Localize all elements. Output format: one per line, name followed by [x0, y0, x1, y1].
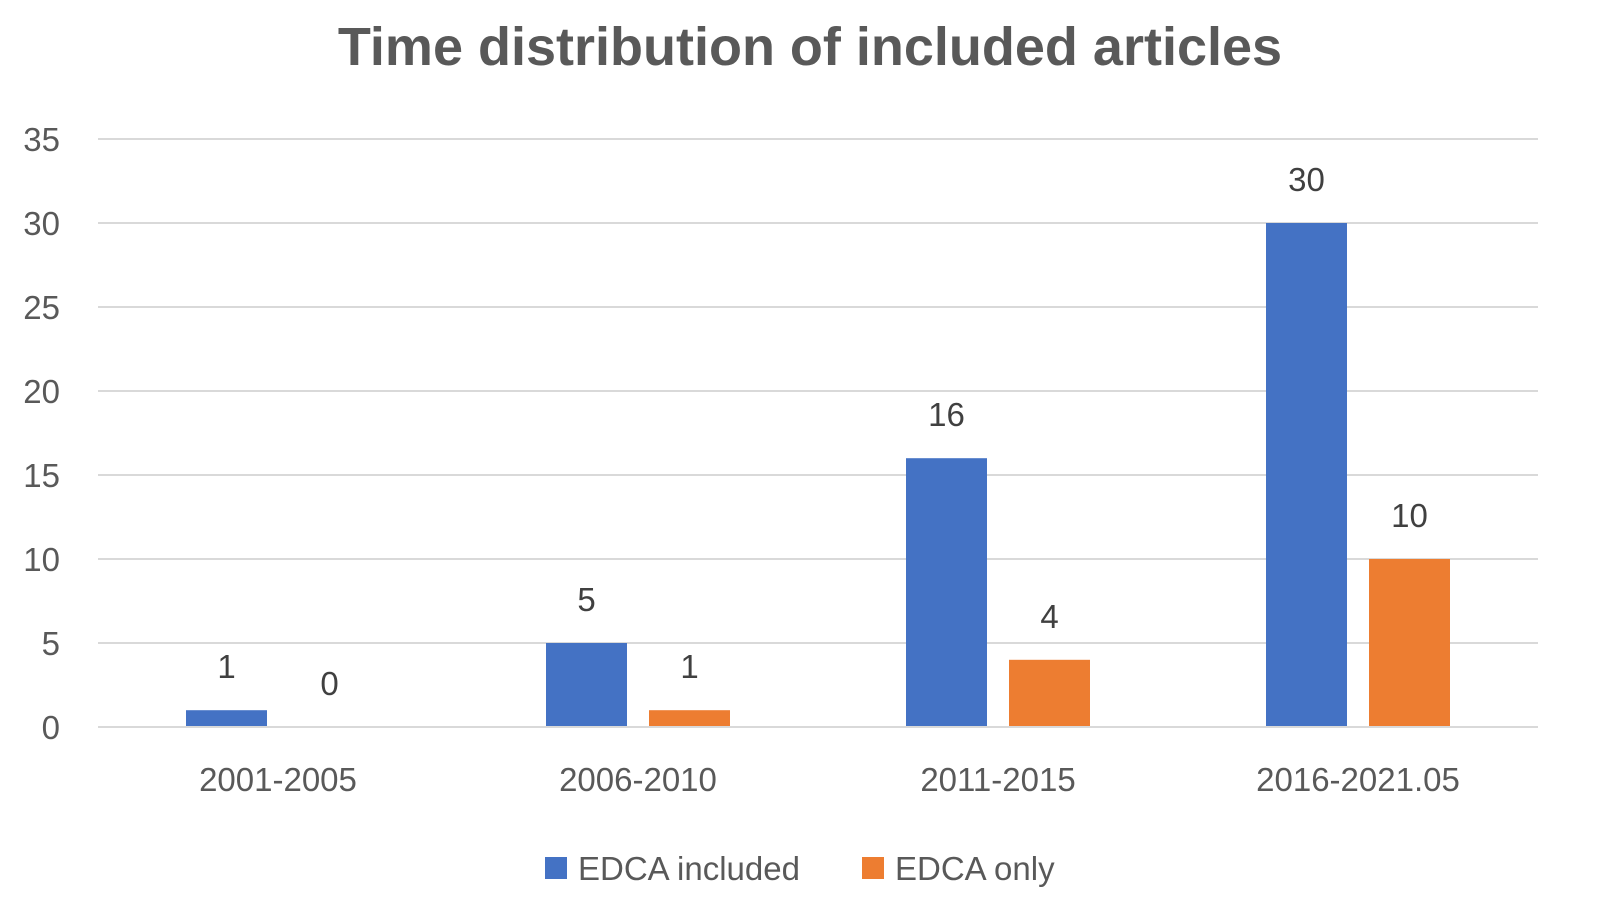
bar-edca-only	[1009, 659, 1090, 727]
data-label: 4	[1040, 598, 1058, 635]
x-tick-label: 2006-2010	[559, 761, 717, 798]
data-label: 0	[320, 665, 338, 702]
bar-edca-included	[906, 458, 987, 727]
bar-edca-only	[649, 710, 730, 727]
bar-edca-included	[1266, 223, 1347, 727]
data-label: 10	[1391, 497, 1428, 534]
y-tick-label: 30	[23, 205, 60, 242]
legend-swatch	[545, 857, 567, 879]
bar-edca-included	[546, 643, 627, 727]
legend-label: EDCA only	[895, 850, 1055, 887]
chart-title: Time distribution of included articles	[338, 17, 1282, 77]
y-tick-label: 5	[42, 625, 60, 662]
y-tick-label: 15	[23, 457, 60, 494]
x-tick-label: 2001-2005	[199, 761, 357, 798]
y-tick-label: 25	[23, 289, 60, 326]
legend-swatch	[862, 857, 884, 879]
bar-edca-only	[1369, 559, 1450, 727]
y-tick-label: 35	[23, 121, 60, 158]
data-label: 16	[928, 396, 965, 433]
y-tick-label: 20	[23, 373, 60, 410]
data-label: 1	[217, 648, 235, 685]
y-tick-label: 10	[23, 541, 60, 578]
gridlines	[98, 138, 1538, 728]
x-tick-label: 2011-2015	[920, 761, 1075, 798]
data-label: 1	[680, 648, 698, 685]
x-tick-label: 2016-2021.05	[1256, 761, 1460, 798]
y-axis: 0 5 10 15 20 25 30 35	[23, 121, 60, 746]
y-tick-label: 0	[42, 709, 60, 746]
bars	[186, 223, 1450, 727]
legend-label: EDCA included	[578, 850, 800, 887]
x-axis: 2001-2005 2006-2010 2011-2015 2016-2021.05	[98, 726, 1538, 798]
bar-edca-included	[186, 710, 267, 727]
data-label: 5	[577, 581, 595, 618]
legend: EDCA included EDCA only	[545, 850, 1055, 887]
data-label: 30	[1288, 161, 1325, 198]
